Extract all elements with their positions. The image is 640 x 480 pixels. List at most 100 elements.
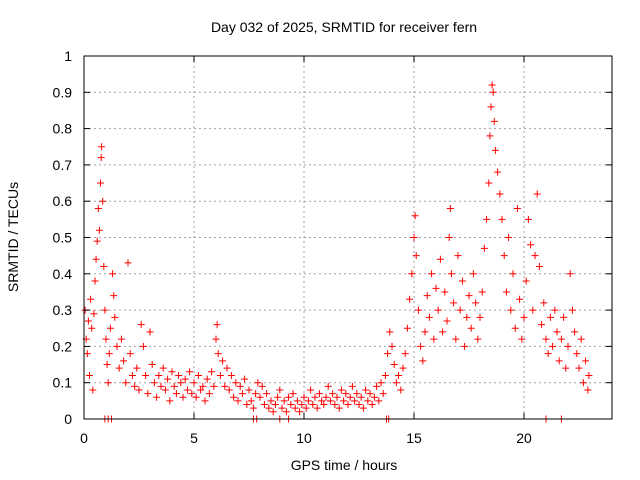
data-point [538,321,546,329]
data-point [551,306,559,314]
data-point [529,306,537,314]
data-point [436,255,444,263]
data-point [205,390,213,398]
data-point [243,400,251,408]
data-point [249,404,257,412]
data-point [212,335,220,343]
data-point [139,342,147,350]
data-point [252,390,260,398]
data-point [518,335,526,343]
data-point [307,386,315,394]
x-tick-label: 0 [80,430,88,446]
data-point [199,382,207,390]
data-point [357,393,365,401]
data-point [331,400,339,408]
data-point [414,306,422,314]
data-point [566,270,574,278]
data-point [516,295,524,303]
x-axis-label: GPS time / hours [291,457,398,473]
data-point [232,379,240,387]
data-point [384,350,392,358]
data-point [439,328,447,336]
data-point [245,386,253,394]
data-point [94,204,102,212]
data-point [322,393,330,401]
data-point [579,379,587,387]
x-tick-label: 15 [406,430,422,446]
data-point [375,397,383,405]
data-point [170,382,178,390]
data-point [467,324,475,332]
data-point [432,284,440,292]
data-point [103,361,111,369]
x-tick-label: 10 [296,430,312,446]
data-point [208,368,216,376]
y-tick-label: 0.2 [53,338,73,354]
data-point [254,379,262,387]
data-point [500,252,508,260]
data-point [164,375,172,383]
data-point [577,335,585,343]
data-point [370,393,378,401]
data-point [84,317,92,325]
data-point [315,390,323,398]
data-point [575,364,583,372]
data-point [135,386,143,394]
data-point [434,306,442,314]
data-point [498,215,506,223]
data-point [488,81,496,89]
data-point [131,382,139,390]
data-point [507,306,515,314]
data-point [555,357,563,365]
data-point [406,295,414,303]
data-point [227,371,235,379]
data-point [362,386,370,394]
data-point [395,371,403,379]
data-point [86,371,93,379]
data-point [106,324,114,332]
y-tick-label: 0.6 [53,193,73,209]
data-point [335,404,343,412]
data-point [100,263,108,271]
data-point [355,400,363,408]
data-point [260,400,268,408]
data-point [562,364,570,372]
data-point [183,386,191,394]
data-point [465,292,473,300]
data-point [97,179,104,187]
data-point [412,252,420,260]
data-point [166,397,174,405]
data-point [368,400,376,408]
data-point [509,270,517,278]
data-point [472,299,480,307]
data-point [502,288,510,296]
data-point [105,350,113,358]
y-tick-label: 0.1 [53,375,73,391]
data-point [408,270,416,278]
data-point [584,386,592,394]
data-point [214,350,222,358]
data-point [216,371,224,379]
data-point [553,328,561,336]
data-point [478,288,486,296]
data-point [379,390,387,398]
data-point [142,371,150,379]
data-point [238,390,246,398]
data-point [373,382,381,390]
data-point [313,404,321,412]
data-point [153,393,161,401]
data-point [443,317,451,325]
y-tick-label: 0.3 [53,302,73,318]
data-point [423,292,431,300]
data-point [128,371,136,379]
data-point [410,234,418,241]
data-point [483,215,491,223]
data-point [476,313,484,321]
data-point [230,393,238,401]
data-point [144,390,152,398]
data-point [91,277,99,285]
data-point [494,168,502,176]
data-point [364,397,372,405]
data-point [568,306,576,314]
data-point [491,146,499,154]
